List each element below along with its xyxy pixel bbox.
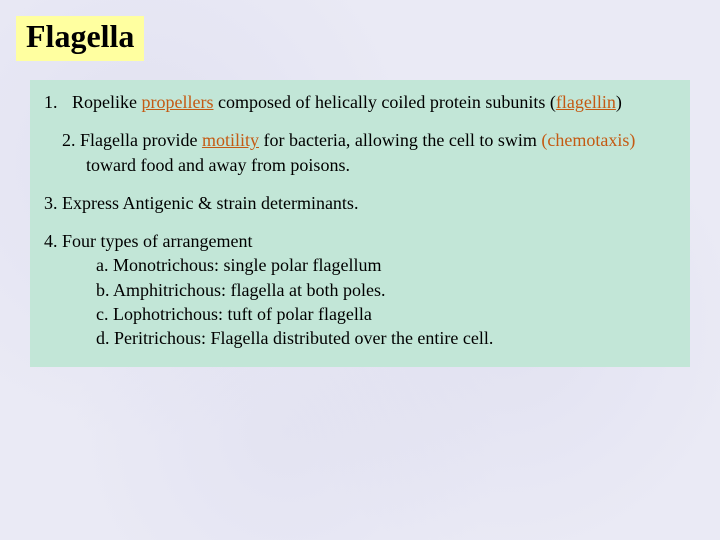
sub-item: c. Lophotrichous: tuft of polar flagella: [44, 302, 676, 326]
list-item: 4. Four types of arrangement a. Monotric…: [44, 229, 676, 350]
sub-item: a. Monotrichous: single polar flagellum: [44, 253, 676, 277]
highlight-term: flagellin: [556, 92, 616, 112]
sub-item: d. Peritrichous: Flagella distributed ov…: [44, 326, 676, 350]
item-number: 1.: [44, 90, 72, 114]
item-text: Four types of arrangement: [58, 231, 253, 251]
text-segment: composed of helically coiled protein sub…: [213, 92, 555, 112]
item-number: 2.: [62, 130, 76, 150]
list-item: 2. Flagella provide motility for bacteri…: [44, 128, 676, 177]
item-number: 3.: [44, 193, 58, 213]
text-segment: ): [616, 92, 622, 112]
text-segment: Flagella provide: [76, 130, 202, 150]
highlight-term: propellers: [142, 92, 214, 112]
list-item: 3. Express Antigenic & strain determinan…: [44, 191, 676, 215]
text-segment: for bacteria, allowing the cell to swim: [259, 130, 541, 150]
text-segment: toward food and away from poisons.: [86, 155, 350, 175]
slide-title: Flagella: [16, 16, 144, 61]
list-item: 1.Ropelike propellers composed of helica…: [44, 90, 676, 114]
item-line: 4. Four types of arrangement: [44, 229, 676, 253]
sub-item: b. Amphitrichous: flagella at both poles…: [44, 278, 676, 302]
item-number: 4.: [44, 231, 58, 251]
highlight-term: motility: [202, 130, 259, 150]
item-body: Ropelike propellers composed of helicall…: [72, 90, 672, 114]
highlight-term: (chemotaxis): [541, 130, 635, 150]
text-segment: Ropelike: [72, 92, 142, 112]
content-panel: 1.Ropelike propellers composed of helica…: [30, 80, 690, 367]
item-text: Express Antigenic & strain determinants.: [58, 193, 359, 213]
